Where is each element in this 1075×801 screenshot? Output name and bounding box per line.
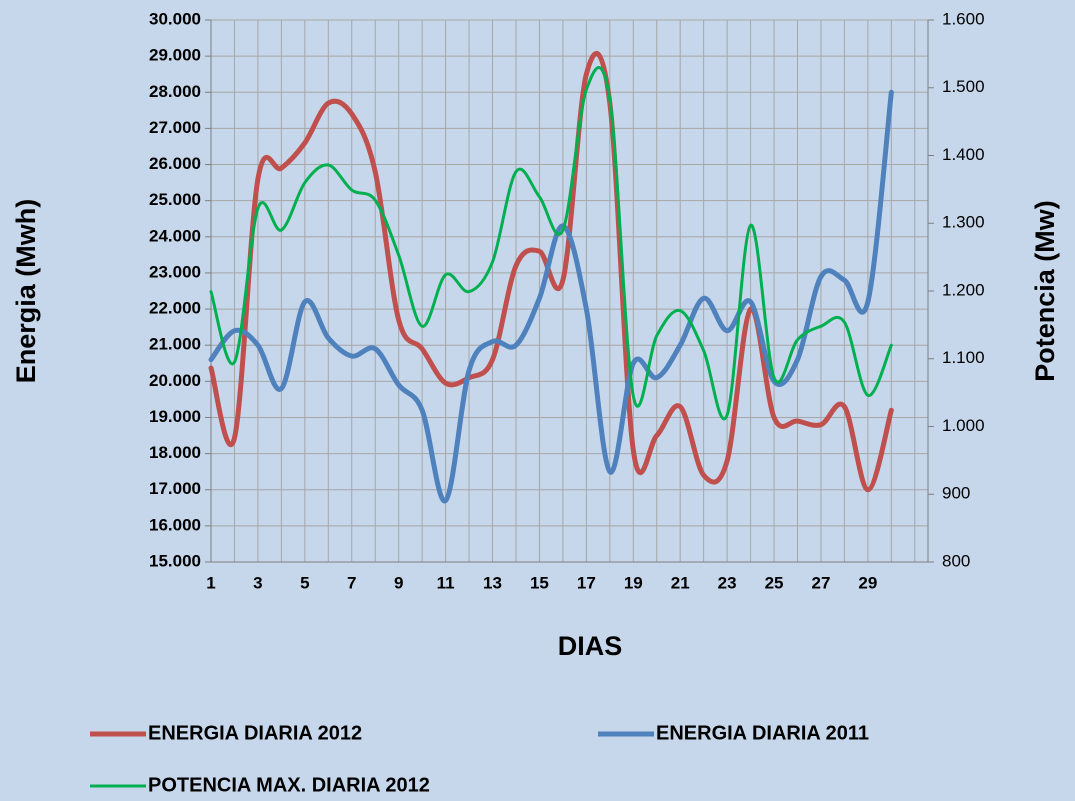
line-series — [208, 51, 894, 493]
y2-tick-label: 1.400 — [942, 145, 985, 164]
y-tick-label: 27.000 — [149, 118, 201, 137]
x-tick-label: 17 — [577, 573, 596, 592]
x-tick-label: 25 — [765, 573, 784, 592]
y-tick-label: 17.000 — [149, 479, 201, 498]
y2-tick-label: 900 — [942, 484, 970, 503]
y-tick-label: 30.000 — [149, 9, 201, 28]
legend-label: POTENCIA MAX. DIARIA 2012 — [148, 774, 430, 796]
y-tick-label: 23.000 — [149, 262, 201, 281]
x-tick-label: 29 — [858, 573, 877, 592]
y2-tick-label: 1.300 — [942, 213, 985, 232]
y2-tick-label: 1.000 — [942, 416, 985, 435]
y2-tick-label: 1.200 — [942, 280, 985, 299]
y2-axis-title: Potencia (Mw) — [1030, 200, 1060, 382]
y-tick-label: 18.000 — [149, 443, 201, 462]
y-tick-label: 26.000 — [149, 154, 201, 173]
y-tick-label: 21.000 — [149, 335, 201, 354]
x-tick-label: 15 — [530, 573, 549, 592]
line-series — [208, 89, 894, 504]
x-tick-label: 1 — [206, 573, 215, 592]
y-tick-label: 29.000 — [149, 46, 201, 65]
y-tick-label: 25.000 — [149, 190, 201, 209]
x-tick-label: 9 — [394, 573, 403, 592]
x-tick-label: 3 — [253, 573, 262, 592]
y2-tick-label: 1.500 — [942, 77, 985, 96]
line-series — [209, 66, 893, 421]
x-tick-label: 13 — [483, 573, 502, 592]
y-tick-label: 22.000 — [149, 299, 201, 318]
x-tick-label: 11 — [437, 573, 455, 592]
x-tick-label: 19 — [624, 573, 643, 592]
y-tick-label: 19.000 — [149, 407, 201, 426]
y2-tick-label: 800 — [942, 551, 970, 570]
y-tick-label: 20.000 — [149, 371, 201, 390]
x-tick-label: 21 — [671, 573, 690, 592]
y2-tick-label: 1.100 — [942, 348, 985, 367]
x-axis-title: DIAS — [558, 631, 623, 661]
x-tick-label: 23 — [718, 573, 737, 592]
x-tick-label: 27 — [811, 573, 830, 592]
y-tick-label: 28.000 — [149, 82, 201, 101]
x-tick-label: 7 — [347, 573, 356, 592]
y-tick-label: 15.000 — [149, 551, 201, 570]
legend-label: ENERGIA DIARIA 2011 — [656, 722, 869, 744]
y2-tick-label: 1.600 — [942, 9, 985, 28]
legend-label: ENERGIA DIARIA 2012 — [148, 722, 362, 744]
y-axis-title: Energia (Mwh) — [11, 199, 41, 384]
y-tick-label: 24.000 — [149, 226, 201, 245]
y-tick-label: 16.000 — [149, 515, 201, 534]
x-tick-label: 5 — [300, 573, 309, 592]
